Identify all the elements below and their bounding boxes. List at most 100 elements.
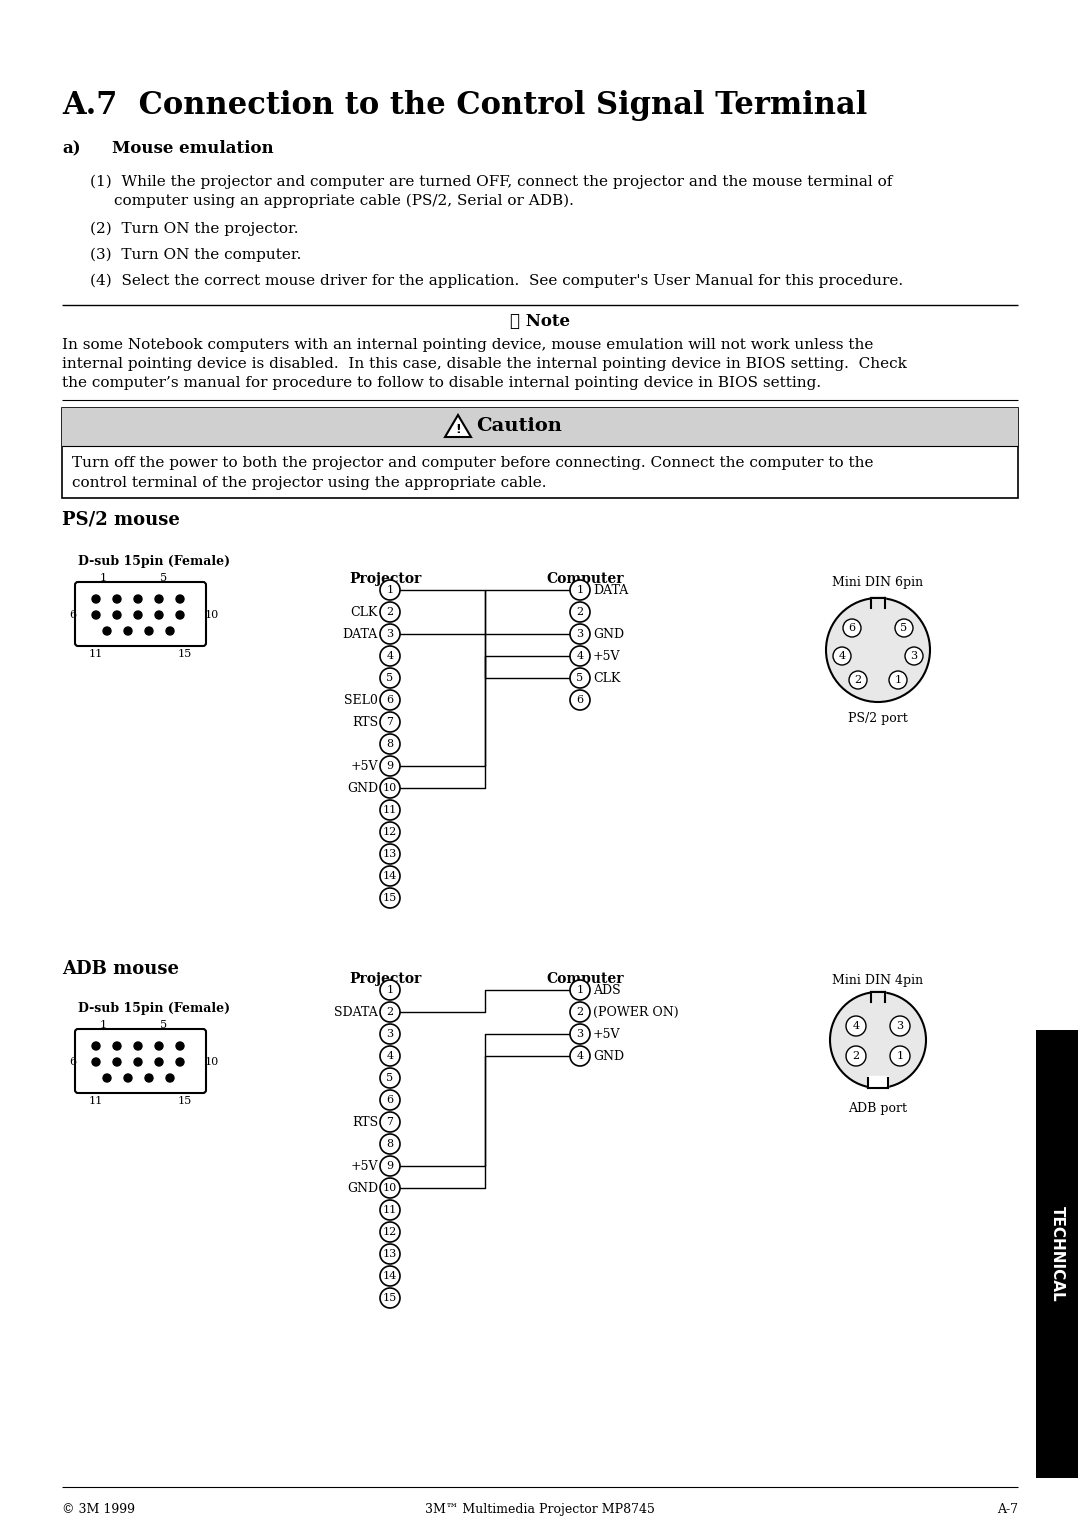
- Text: GND: GND: [593, 1050, 624, 1062]
- Text: A-7: A-7: [997, 1504, 1018, 1516]
- Circle shape: [380, 1199, 400, 1219]
- Circle shape: [570, 623, 590, 643]
- Text: 7: 7: [387, 717, 393, 727]
- Text: ADB mouse: ADB mouse: [62, 960, 179, 978]
- Text: A.7  Connection to the Control Signal Terminal: A.7 Connection to the Control Signal Ter…: [62, 90, 867, 121]
- Circle shape: [570, 668, 590, 688]
- Text: the computer’s manual for procedure to follow to disable internal pointing devic: the computer’s manual for procedure to f…: [62, 376, 821, 390]
- Text: SDATA: SDATA: [334, 1005, 378, 1019]
- Text: RTS: RTS: [352, 1115, 378, 1129]
- Text: 4: 4: [838, 651, 846, 662]
- Text: 2: 2: [577, 1007, 583, 1018]
- Text: 6: 6: [387, 695, 393, 704]
- Text: 13: 13: [383, 850, 397, 859]
- Bar: [868, 1076, 888, 1088]
- Circle shape: [113, 594, 121, 604]
- Text: 11: 11: [383, 1206, 397, 1215]
- Text: ✓ Note: ✓ Note: [510, 313, 570, 330]
- Circle shape: [380, 623, 400, 643]
- Text: 2: 2: [387, 1007, 393, 1018]
- Text: 1: 1: [100, 573, 107, 584]
- FancyBboxPatch shape: [75, 582, 206, 646]
- Circle shape: [145, 1074, 153, 1082]
- Circle shape: [380, 581, 400, 601]
- Text: 5: 5: [160, 573, 167, 584]
- Circle shape: [905, 646, 923, 665]
- Text: 1: 1: [387, 585, 393, 594]
- Text: PS/2 mouse: PS/2 mouse: [62, 510, 180, 529]
- Circle shape: [570, 1024, 590, 1044]
- Text: Mouse emulation: Mouse emulation: [112, 141, 273, 157]
- Text: 10: 10: [383, 782, 397, 793]
- Circle shape: [380, 1068, 400, 1088]
- Circle shape: [380, 1089, 400, 1109]
- Text: 2: 2: [854, 675, 862, 685]
- Text: Projector: Projector: [349, 972, 421, 986]
- Text: 1: 1: [577, 585, 583, 594]
- Circle shape: [570, 1047, 590, 1067]
- Text: 5: 5: [387, 1073, 393, 1083]
- Circle shape: [380, 778, 400, 798]
- Circle shape: [92, 1042, 100, 1050]
- Text: GND: GND: [593, 628, 624, 640]
- Text: DATA: DATA: [342, 628, 378, 640]
- Circle shape: [380, 1047, 400, 1067]
- Text: +5V: +5V: [351, 759, 378, 773]
- Polygon shape: [445, 416, 471, 437]
- Circle shape: [380, 1244, 400, 1264]
- Text: (3)  Turn ON the computer.: (3) Turn ON the computer.: [90, 248, 301, 263]
- Text: computer using an appropriate cable (PS/2, Serial or ADB).: computer using an appropriate cable (PS/…: [114, 194, 573, 208]
- Text: 8: 8: [387, 1138, 393, 1149]
- Circle shape: [380, 866, 400, 886]
- Text: 10: 10: [383, 1183, 397, 1193]
- Text: RTS: RTS: [352, 715, 378, 729]
- Circle shape: [103, 1074, 111, 1082]
- Circle shape: [380, 888, 400, 908]
- Text: 4: 4: [577, 1051, 583, 1060]
- Circle shape: [890, 1016, 910, 1036]
- Text: 8: 8: [387, 740, 393, 749]
- Text: 5: 5: [387, 672, 393, 683]
- Text: 1: 1: [577, 986, 583, 995]
- Circle shape: [380, 1267, 400, 1287]
- Text: +5V: +5V: [351, 1160, 378, 1172]
- Text: 3: 3: [896, 1021, 904, 1031]
- Text: 11: 11: [383, 805, 397, 814]
- Circle shape: [380, 1002, 400, 1022]
- Text: 5: 5: [577, 672, 583, 683]
- Text: Computer: Computer: [546, 972, 624, 986]
- Text: 7: 7: [387, 1117, 393, 1128]
- Circle shape: [380, 668, 400, 688]
- Circle shape: [380, 843, 400, 863]
- Bar: [1036, 1030, 1078, 1478]
- Text: 6: 6: [69, 1057, 76, 1067]
- Circle shape: [890, 1047, 910, 1067]
- Text: 12: 12: [383, 827, 397, 837]
- Text: 4: 4: [852, 1021, 860, 1031]
- Text: © 3M 1999: © 3M 1999: [62, 1504, 135, 1516]
- Circle shape: [380, 1024, 400, 1044]
- Circle shape: [380, 1222, 400, 1242]
- Circle shape: [113, 611, 121, 619]
- Text: 11: 11: [89, 649, 103, 659]
- Text: 9: 9: [387, 761, 393, 772]
- Circle shape: [380, 979, 400, 999]
- Text: 6: 6: [387, 1096, 393, 1105]
- Text: +5V: +5V: [593, 649, 621, 663]
- Circle shape: [156, 1057, 163, 1067]
- Circle shape: [134, 611, 141, 619]
- Bar: [870, 596, 885, 608]
- Text: GND: GND: [347, 781, 378, 795]
- Circle shape: [380, 1157, 400, 1177]
- Circle shape: [831, 992, 926, 1088]
- Text: D-sub 15pin (Female): D-sub 15pin (Female): [78, 1002, 230, 1015]
- Text: 3: 3: [387, 1028, 393, 1039]
- Circle shape: [380, 733, 400, 753]
- Text: 9: 9: [387, 1161, 393, 1170]
- Text: D-sub 15pin (Female): D-sub 15pin (Female): [78, 555, 230, 568]
- Circle shape: [92, 611, 100, 619]
- Text: 1: 1: [896, 1051, 904, 1060]
- Circle shape: [92, 594, 100, 604]
- Circle shape: [166, 626, 174, 636]
- Circle shape: [113, 1057, 121, 1067]
